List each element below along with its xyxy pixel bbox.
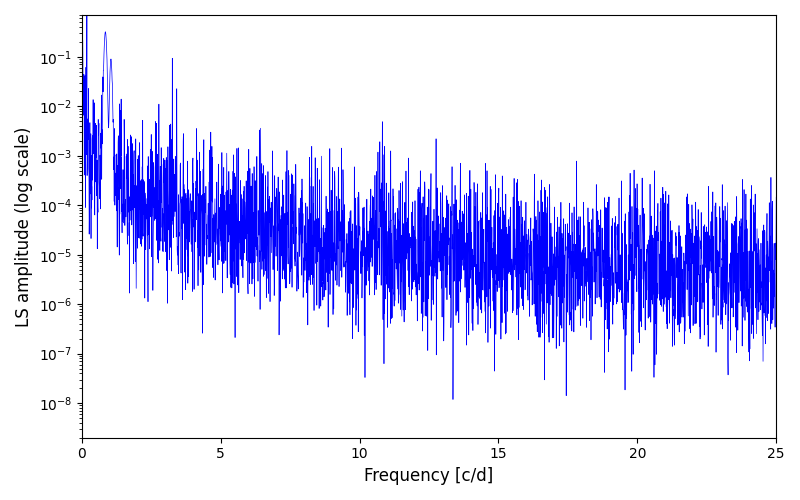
Y-axis label: LS amplitude (log scale): LS amplitude (log scale) [15,126,33,326]
X-axis label: Frequency [c/d]: Frequency [c/d] [364,467,494,485]
